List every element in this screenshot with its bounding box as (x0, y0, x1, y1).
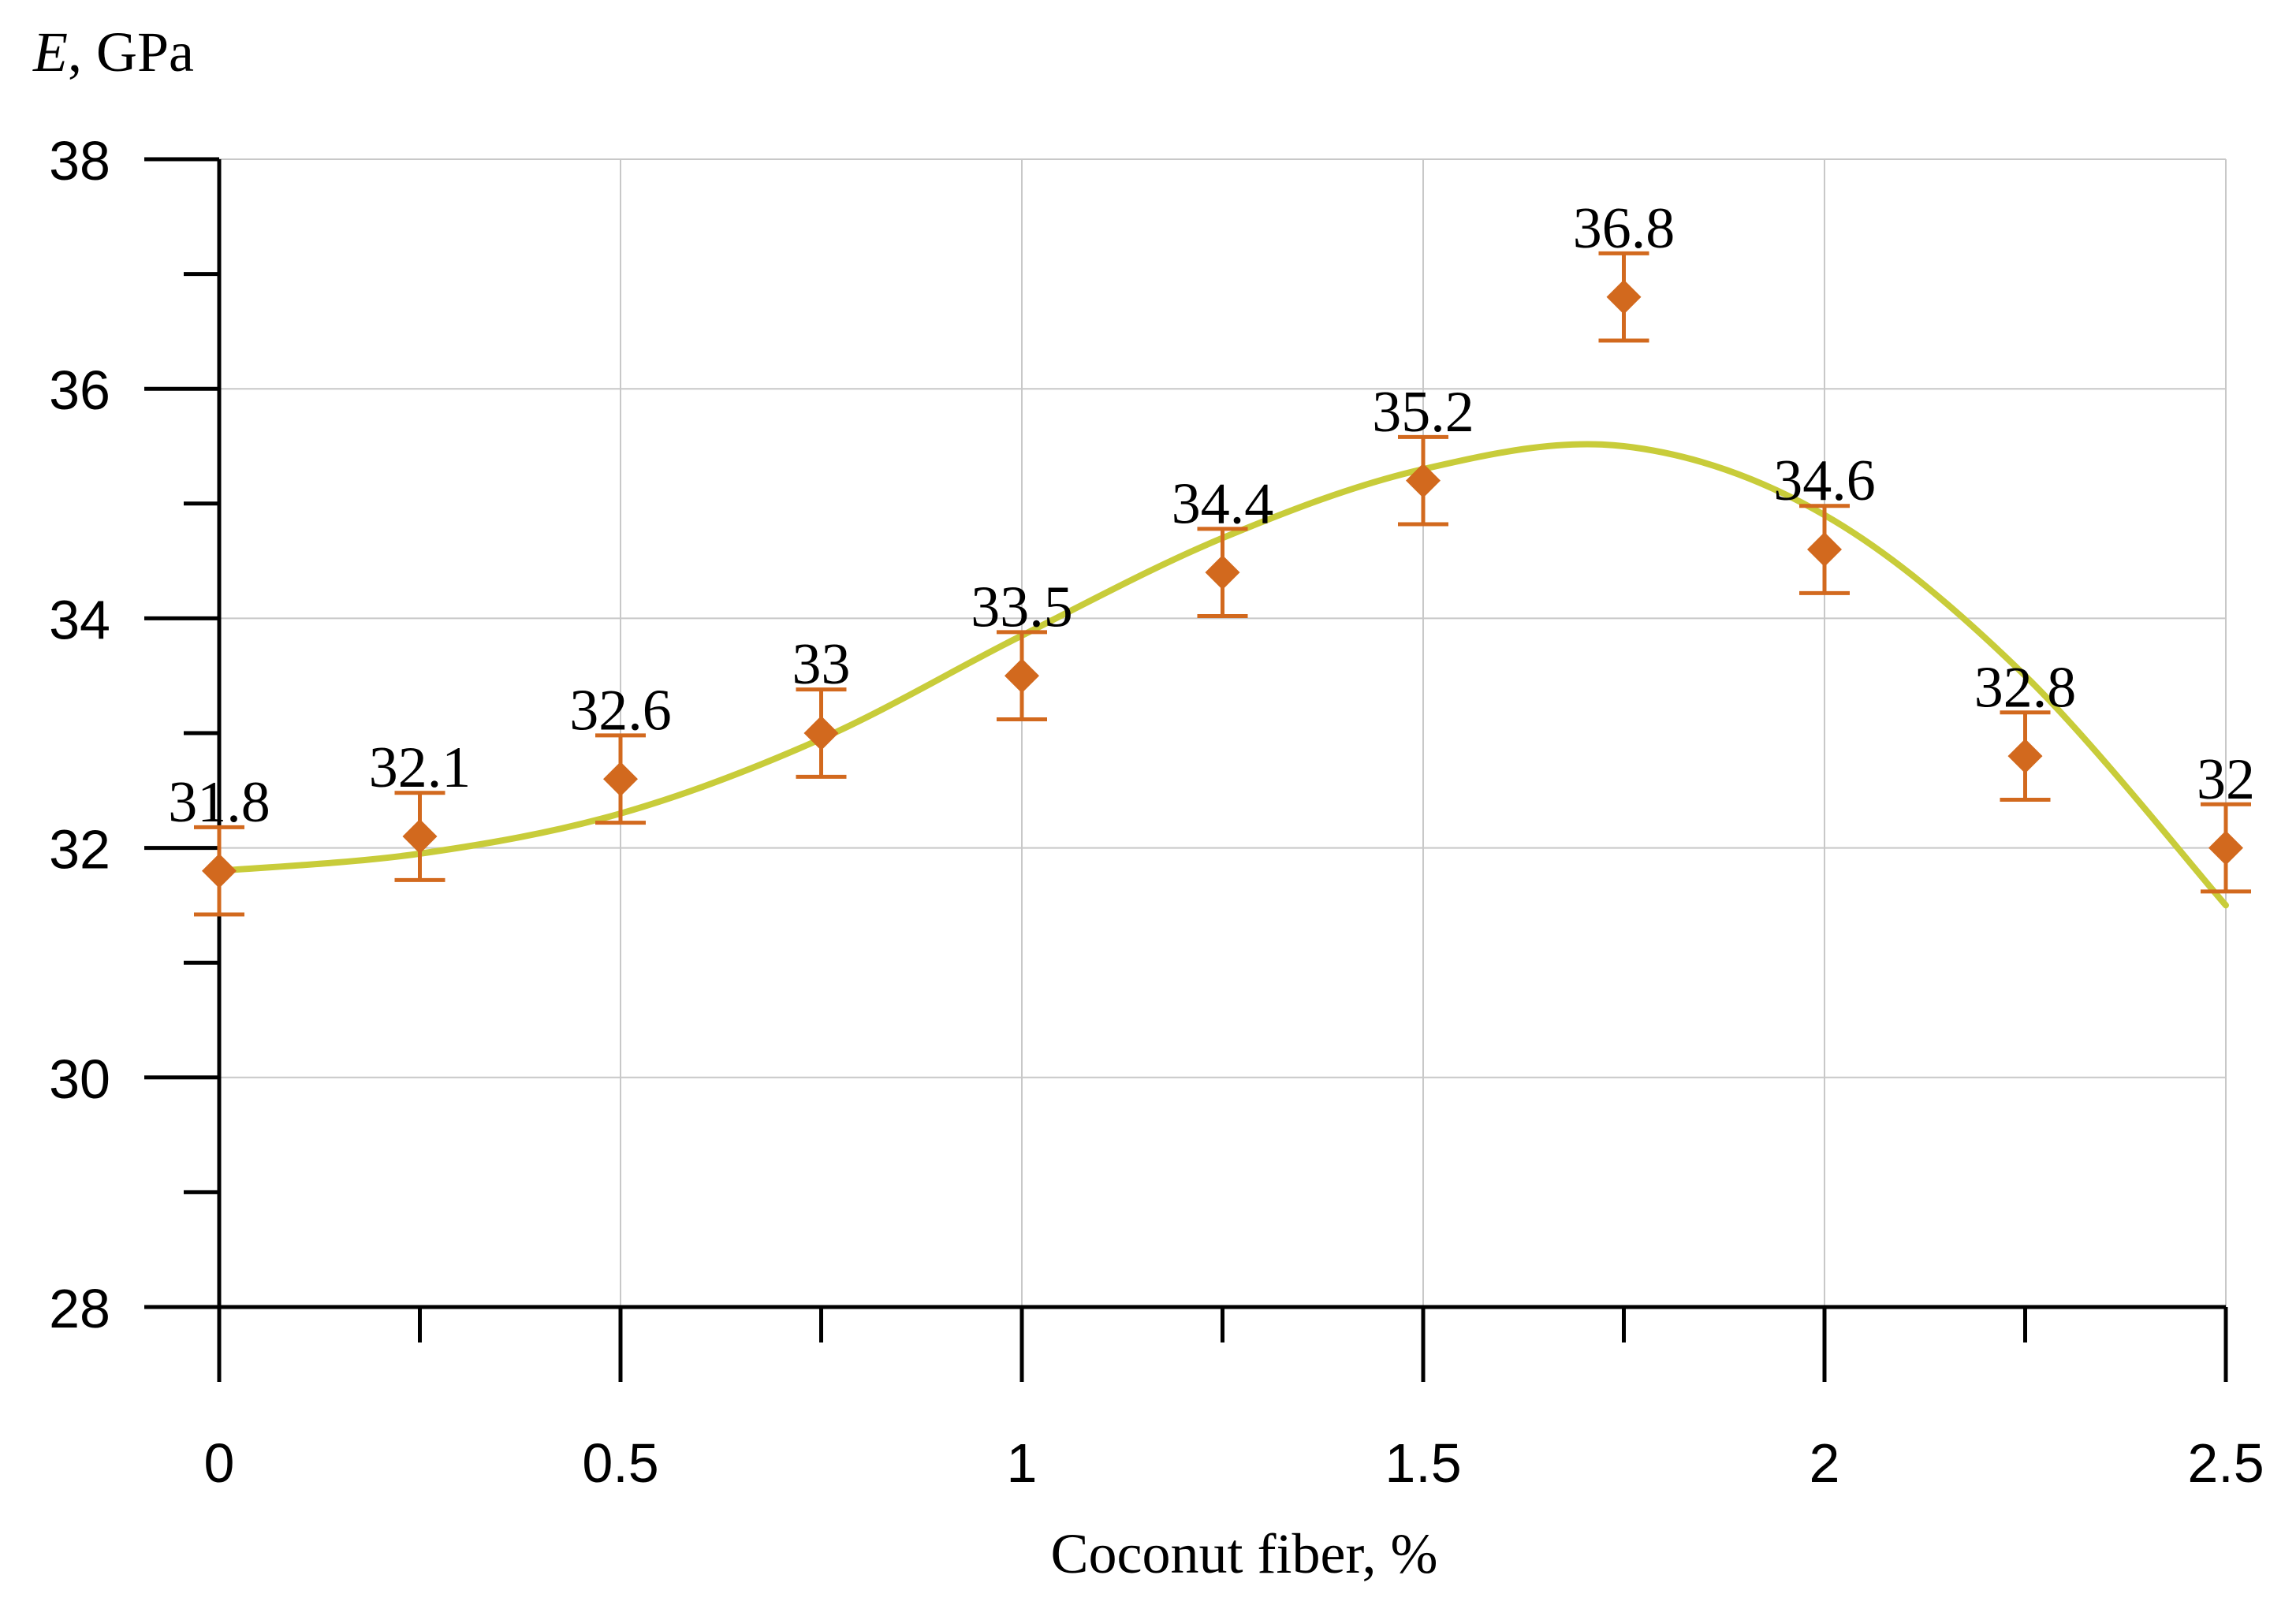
x-tick-label: 1.5 (1385, 1432, 1461, 1494)
y-tick-label: 38 (49, 130, 110, 192)
y-axis-unit: , GPa (68, 20, 194, 84)
y-tick-label: 32 (49, 819, 110, 881)
y-axis-variable: E (32, 20, 68, 84)
data-point-group (394, 791, 445, 882)
data-label: 35.2 (1372, 380, 1474, 445)
data-point-marker (402, 819, 438, 855)
data-point-marker (803, 716, 839, 750)
data-label: 36.8 (1573, 196, 1675, 261)
data-label: 34.4 (1172, 471, 1274, 536)
data-label: 34.6 (1773, 449, 1876, 513)
data-point-group (194, 825, 244, 917)
y-tick-label: 30 (49, 1048, 110, 1110)
data-point-marker (1004, 658, 1039, 694)
y-axis-title: E, GPa (32, 20, 194, 84)
data-point-group (1598, 251, 1649, 343)
y-tick-label: 36 (49, 359, 110, 421)
x-tick-label: 0 (204, 1432, 235, 1494)
data-point-marker (1205, 555, 1240, 590)
x-tick-label: 0.5 (582, 1432, 658, 1494)
data-point-group (2201, 802, 2251, 894)
data-point-group (2000, 710, 2051, 802)
data-point-marker (1807, 532, 1842, 568)
data-labels: 31.8 32.1 32.6 33 33.5 34.4 35.2 36.8 34.6 32.8 32 (168, 196, 2255, 835)
data-label: 32.6 (569, 678, 672, 743)
data-point-marker (202, 853, 237, 888)
data-point-group (1197, 527, 1248, 618)
grid (219, 158, 2227, 1307)
data-point-marker (2208, 830, 2243, 866)
data-point-group (997, 630, 1047, 722)
data-label: 32 (2197, 747, 2255, 812)
data-label: 33.5 (971, 575, 1073, 639)
data-point-marker (1406, 463, 1441, 498)
x-tick-label: 1 (1007, 1432, 1038, 1494)
data-point-marker (2007, 739, 2043, 774)
data-label: 31.8 (168, 770, 270, 835)
x-axis-title: Coconut fiber, % (1051, 1522, 1438, 1585)
data-label: 33 (792, 632, 851, 697)
data-label: 32.8 (1974, 655, 2077, 720)
y-tick-label: 28 (49, 1278, 110, 1339)
data-point-group (796, 687, 847, 779)
data-point-group (595, 733, 646, 825)
data-point-marker (603, 762, 638, 797)
data-point-group (1799, 504, 1850, 595)
data-points (194, 251, 2251, 917)
data-label: 32.1 (369, 735, 472, 800)
axes: 28 30 32 34 36 38 0 0.5 1 1.5 2 2.5 (49, 130, 2264, 1494)
x-tick-label: 2.5 (2187, 1432, 2264, 1494)
data-point-group (1398, 434, 1448, 527)
y-tick-label: 34 (49, 589, 110, 650)
x-tick-label: 2 (1810, 1432, 1840, 1494)
data-point-marker (1606, 279, 1642, 315)
